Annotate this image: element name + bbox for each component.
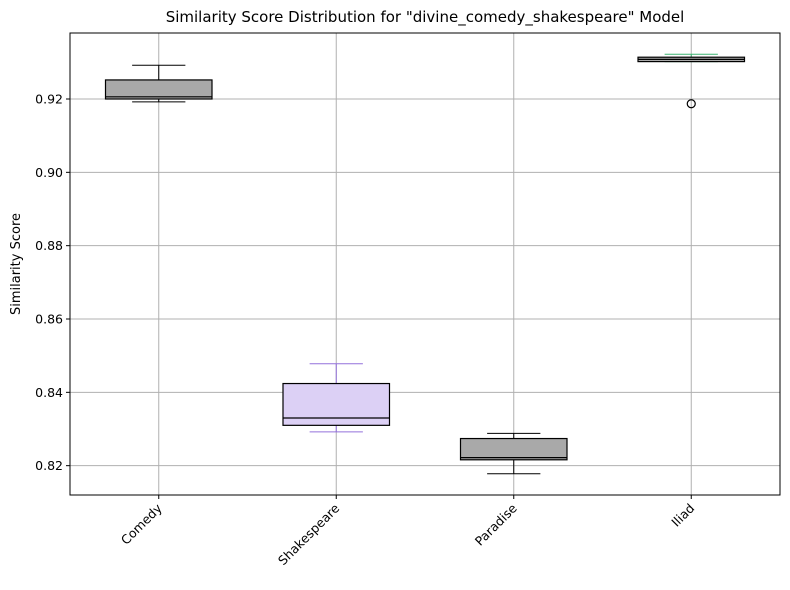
y-tick-label: 0.82 — [35, 458, 63, 473]
y-tick-label: 0.88 — [35, 238, 63, 253]
outlier-point — [686, 99, 696, 109]
box-paradise — [459, 432, 568, 475]
box-comedy — [104, 64, 213, 103]
box-body — [104, 79, 213, 100]
box-shakespeare — [282, 363, 391, 433]
box-iliad — [637, 53, 746, 109]
y-tick-label: 0.86 — [35, 312, 63, 327]
chart-title: Similarity Score Distribution for "divin… — [166, 8, 685, 27]
y-tick-label: 0.92 — [35, 92, 63, 107]
y-tick-label: 0.84 — [35, 385, 63, 400]
y-axis-label: Similarity Score — [9, 213, 24, 315]
box-body — [459, 437, 568, 461]
y-tick-label: 0.90 — [35, 165, 63, 180]
plot-frame — [69, 32, 781, 496]
boxes — [104, 53, 746, 475]
box-body — [282, 382, 391, 426]
grid-lines — [70, 33, 780, 495]
